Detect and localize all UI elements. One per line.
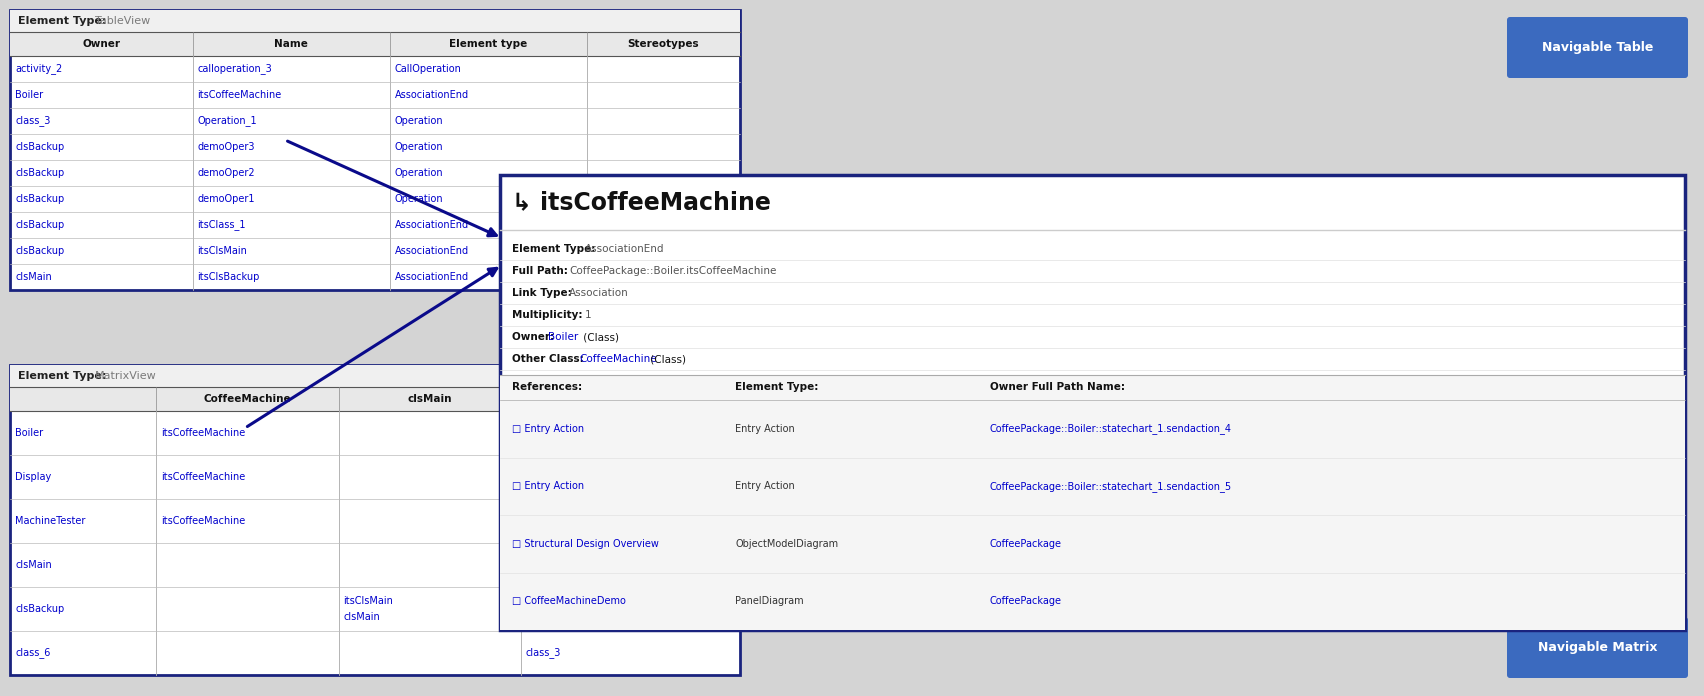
Text: References:: References: [511, 383, 583, 393]
Text: Entry Action: Entry Action [734, 481, 794, 491]
Text: Operation: Operation [395, 142, 443, 152]
Text: AssociationEnd: AssociationEnd [395, 246, 469, 256]
Text: class_3: class_3 [15, 116, 51, 127]
Text: CoffeeMachine: CoffeeMachine [579, 354, 658, 364]
Text: Boiler: Boiler [549, 332, 579, 342]
Text: Owner:: Owner: [511, 332, 557, 342]
Text: Display: Display [15, 472, 51, 482]
Text: itsCoffeeMachine: itsCoffeeMachine [160, 516, 245, 526]
Text: TableView: TableView [95, 16, 150, 26]
Bar [10, 10, 740, 32]
Text: clsBackup: clsBackup [15, 604, 65, 614]
Text: clsMain: clsMain [15, 560, 51, 570]
Text: Other Class:: Other Class: [511, 354, 588, 364]
Text: itsClass_1: itsClass_1 [527, 603, 574, 615]
Bar [499, 375, 1685, 630]
Text: itsClsMain: itsClsMain [198, 246, 247, 256]
Text: Element Type:: Element Type: [511, 244, 600, 254]
Text: clsBackup: clsBackup [15, 220, 65, 230]
Bar [10, 365, 740, 387]
Text: (Class): (Class) [579, 332, 619, 342]
Text: class_6: class_6 [15, 647, 51, 658]
Text: CoffeePackage::Boiler::statechart_1.sendaction_4: CoffeePackage::Boiler::statechart_1.send… [990, 423, 1232, 434]
Text: Navigable Matrix: Navigable Matrix [1537, 641, 1658, 654]
Text: MachineTester: MachineTester [15, 516, 85, 526]
Text: calloperation_3: calloperation_3 [198, 63, 273, 74]
Text: activity_2: activity_2 [15, 63, 63, 74]
Text: CoffeePackage::Boiler.itsCoffeeMachine: CoffeePackage::Boiler.itsCoffeeMachine [569, 266, 777, 276]
Text: clsBackup: clsBackup [15, 168, 65, 178]
Text: itsCoffeeMachine: itsCoffeeMachine [160, 428, 245, 438]
Text: CoffeePackage: CoffeePackage [990, 539, 1062, 548]
Text: clsBackup: clsBackup [564, 394, 624, 404]
Bar [499, 175, 1685, 630]
Text: AssociationEnd: AssociationEnd [395, 272, 469, 282]
Text: Operation: Operation [395, 116, 443, 126]
Text: itsClsBackup: itsClsBackup [527, 560, 588, 570]
Text: CoffeePackage::Boiler::statechart_1.sendaction_5: CoffeePackage::Boiler::statechart_1.send… [990, 481, 1232, 491]
Text: AssociationEnd: AssociationEnd [395, 90, 469, 100]
Text: Operation_1: Operation_1 [198, 116, 257, 127]
Text: CoffeeMachine: CoffeeMachine [203, 394, 291, 404]
Text: class_3: class_3 [527, 647, 561, 658]
Text: (Class): (Class) [648, 354, 687, 364]
Text: Owner: Owner [82, 39, 121, 49]
Text: clsMain: clsMain [407, 394, 452, 404]
Text: Association: Association [569, 288, 629, 298]
Text: ↳ itsCoffeeMachine: ↳ itsCoffeeMachine [511, 191, 770, 214]
Text: 1: 1 [584, 310, 591, 320]
Text: □ Entry Action: □ Entry Action [511, 481, 584, 491]
FancyBboxPatch shape [1506, 17, 1689, 78]
Text: clsMain: clsMain [344, 612, 380, 622]
Text: □ Entry Action: □ Entry Action [511, 424, 584, 434]
Text: clsBackup: clsBackup [15, 246, 65, 256]
Text: AssociationEnd: AssociationEnd [584, 244, 665, 254]
Text: MatrixView: MatrixView [95, 371, 157, 381]
Text: itsClsMain: itsClsMain [344, 596, 394, 606]
Text: itsClsBackup: itsClsBackup [198, 272, 261, 282]
Text: □ CoffeeMachineDemo: □ CoffeeMachineDemo [511, 596, 625, 606]
Text: Boiler: Boiler [15, 428, 43, 438]
Bar [10, 10, 740, 290]
Text: clsMain: clsMain [15, 272, 51, 282]
Text: itsClass_1: itsClass_1 [198, 219, 245, 230]
Text: CallOperation: CallOperation [395, 64, 462, 74]
Text: demoOper2: demoOper2 [198, 168, 256, 178]
Text: Multiplicity:: Multiplicity: [511, 310, 586, 320]
Text: clsBackup: clsBackup [15, 194, 65, 204]
Text: ObjectModelDiagram: ObjectModelDiagram [734, 539, 838, 548]
Bar [10, 387, 740, 411]
Text: itsCoffeeMachine: itsCoffeeMachine [198, 90, 281, 100]
Text: Boiler: Boiler [15, 90, 43, 100]
Bar [10, 32, 740, 56]
Text: Name: Name [274, 39, 308, 49]
Text: clsBackup: clsBackup [15, 142, 65, 152]
Text: Element Type:: Element Type: [19, 16, 111, 26]
Text: Operation: Operation [395, 194, 443, 204]
Text: Operation: Operation [395, 168, 443, 178]
Bar [10, 365, 740, 675]
Text: demoOper1: demoOper1 [198, 194, 256, 204]
Text: Owner Full Path Name:: Owner Full Path Name: [990, 383, 1125, 393]
Text: PanelDiagram: PanelDiagram [734, 596, 804, 606]
Text: CoffeePackage: CoffeePackage [990, 596, 1062, 606]
Text: □ Structural Design Overview: □ Structural Design Overview [511, 539, 659, 548]
Text: Entry Action: Entry Action [734, 424, 794, 434]
Text: AssociationEnd: AssociationEnd [395, 220, 469, 230]
Text: Element Type:: Element Type: [734, 383, 818, 393]
FancyBboxPatch shape [1506, 617, 1689, 678]
Text: Link Type:: Link Type: [511, 288, 576, 298]
Text: Navigable Table: Navigable Table [1542, 41, 1653, 54]
Text: Element type: Element type [450, 39, 527, 49]
Text: Element Type:: Element Type: [19, 371, 111, 381]
Text: Stereotypes: Stereotypes [627, 39, 699, 49]
Text: demoOper3: demoOper3 [198, 142, 256, 152]
Text: Full Path:: Full Path: [511, 266, 571, 276]
Text: itsCoffeeMachine: itsCoffeeMachine [160, 472, 245, 482]
